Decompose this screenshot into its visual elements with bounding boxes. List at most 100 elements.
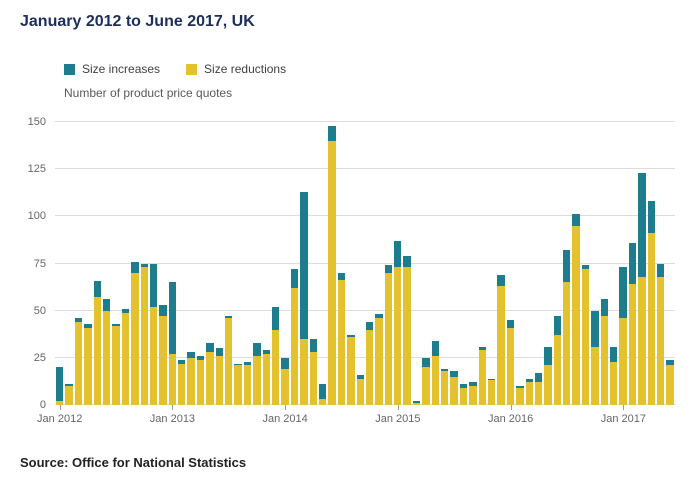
bar-segment-reductions xyxy=(300,338,308,405)
bar-segment-reductions xyxy=(563,282,571,405)
bar xyxy=(666,122,674,405)
bar xyxy=(290,122,299,405)
bar-segment-reductions xyxy=(65,386,73,405)
bar-segment-increases xyxy=(131,261,139,273)
bar-segment-increases xyxy=(56,367,64,402)
bar-segment-reductions xyxy=(441,371,449,405)
bar xyxy=(544,122,552,405)
bar-segment-reductions xyxy=(375,318,383,405)
bar xyxy=(262,122,270,405)
bar-segment-increases xyxy=(112,323,120,326)
bar-segment-increases xyxy=(196,355,205,360)
chart: 0 25 50 75 100 125 150 Jan 2012 Jan 2013 Jan 201… xyxy=(0,112,700,427)
bar-segment-reductions xyxy=(384,272,393,405)
y-axis-label: 50 xyxy=(33,304,46,317)
bar-segment-reductions xyxy=(403,267,411,405)
bar-segment-reductions xyxy=(610,361,618,405)
bar-segment-reductions xyxy=(131,272,139,405)
bar xyxy=(328,122,336,405)
bar xyxy=(431,122,440,405)
x-axis-tick xyxy=(285,405,287,410)
x-axis-label: Jan 2017 xyxy=(600,413,646,425)
bar xyxy=(187,122,195,405)
bar xyxy=(478,122,486,405)
bar xyxy=(281,122,289,405)
bars xyxy=(55,122,675,405)
bar-segment-reductions xyxy=(168,354,177,405)
bar-segment-reductions xyxy=(600,316,609,405)
x-axis: Jan 2012 Jan 2013 Jan 2014 Jan 2015 Jan 2016… xyxy=(37,405,675,429)
bar-segment-increases xyxy=(638,172,646,277)
bar xyxy=(131,122,139,405)
bar-segment-reductions xyxy=(140,267,148,405)
bar-segment-increases xyxy=(422,357,430,368)
bar-segment-increases xyxy=(525,378,533,383)
bar-segment-increases xyxy=(619,267,627,319)
bar xyxy=(375,122,383,405)
bar xyxy=(516,122,524,405)
bar-segment-increases xyxy=(356,374,364,379)
bar-segment-reductions xyxy=(525,382,533,405)
bar xyxy=(600,122,609,405)
bar-segment-reductions xyxy=(469,386,477,405)
bar-segment-increases xyxy=(431,340,440,356)
bar-segment-reductions xyxy=(187,357,195,405)
bar xyxy=(412,122,421,405)
legend-label-reductions: Size reductions xyxy=(204,62,287,76)
bar-segment-increases xyxy=(84,323,92,328)
bar-segment-increases xyxy=(591,310,599,347)
bar xyxy=(638,122,646,405)
bar-segment-reductions xyxy=(84,327,92,405)
bar xyxy=(253,122,261,405)
bar-segment-reductions xyxy=(337,280,346,405)
bar-segment-reductions xyxy=(206,352,214,405)
y-axis-label: 100 xyxy=(27,210,46,223)
bar xyxy=(469,122,477,405)
bar-segment-reductions xyxy=(619,318,627,405)
grid-line xyxy=(55,168,675,170)
x-axis-label: Jan 2012 xyxy=(37,413,83,425)
bar-segment-increases xyxy=(262,350,270,355)
bar-segment-increases xyxy=(544,346,552,366)
bar-segment-increases xyxy=(93,280,101,298)
grid-line xyxy=(55,309,675,311)
bar-segment-reductions xyxy=(412,403,421,405)
bar-segment-increases xyxy=(347,335,355,338)
bar-segment-increases xyxy=(309,338,317,353)
x-axis-tick xyxy=(510,405,512,410)
bar-segment-increases xyxy=(243,361,252,366)
bar-segment-reductions xyxy=(121,312,130,405)
bar xyxy=(365,122,374,405)
bar xyxy=(657,122,665,405)
bar-segment-reductions xyxy=(544,365,552,405)
y-axis-label: 150 xyxy=(27,116,46,128)
bar-segment-reductions xyxy=(394,267,402,405)
bar-segment-increases xyxy=(225,316,233,319)
bar-segment-increases xyxy=(168,282,177,355)
bar-segment-increases xyxy=(563,250,571,283)
bar-segment-increases xyxy=(628,242,637,285)
bar-segment-reductions xyxy=(74,322,83,405)
bar-segment-increases xyxy=(159,305,167,317)
bar-segment-increases xyxy=(600,299,609,317)
bar xyxy=(271,122,280,405)
bar-segment-increases xyxy=(234,363,242,366)
bar xyxy=(65,122,73,405)
bar-segment-increases xyxy=(553,316,562,336)
bar xyxy=(318,122,327,405)
bar-segment-reductions xyxy=(149,306,158,405)
bar-segment-reductions xyxy=(215,355,224,405)
bar-segment-reductions xyxy=(506,327,515,405)
bar-segment-reductions xyxy=(591,346,599,405)
bar xyxy=(84,122,92,405)
y-axis-label: 125 xyxy=(27,163,46,176)
bar-segment-reductions xyxy=(196,359,205,405)
bar-segment-reductions xyxy=(666,365,674,405)
bar-segment-increases xyxy=(610,346,618,362)
bar xyxy=(206,122,214,405)
grid-line xyxy=(55,356,675,358)
bar xyxy=(497,122,505,405)
bar xyxy=(581,122,590,405)
bar-segment-reductions xyxy=(271,329,280,405)
